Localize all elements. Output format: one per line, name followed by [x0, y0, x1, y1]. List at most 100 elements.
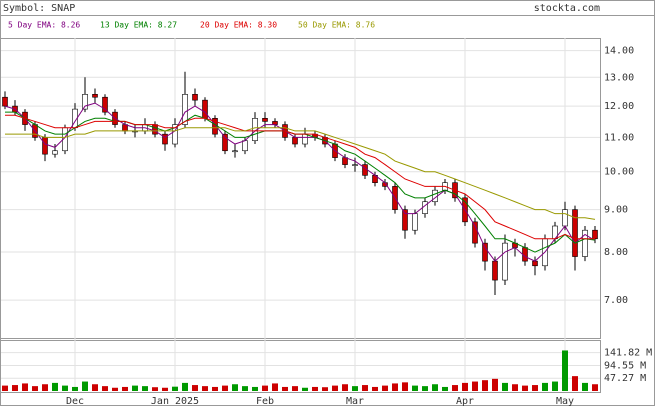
- volume-tick-label: 47.27 M: [604, 373, 646, 384]
- volume-bar: [42, 384, 48, 391]
- legend-entry: 13 Day EMA: 8.27: [100, 21, 177, 30]
- volume-bar: [32, 386, 38, 391]
- volume-frame: [0, 340, 601, 393]
- candle-body: [42, 137, 48, 155]
- volume-bar: [62, 385, 68, 391]
- volume-bar: [102, 386, 108, 391]
- x-tick-label: Apr: [456, 396, 474, 406]
- price-frame: [0, 38, 601, 339]
- legend-entry: 5 Day EMA: 8.26: [8, 21, 80, 30]
- volume-bar: [452, 385, 458, 391]
- y-tick-label: 10.00: [604, 167, 634, 178]
- volume-bar: [542, 382, 548, 391]
- volume-bar: [292, 386, 298, 391]
- candle-body: [232, 150, 238, 153]
- candle-body: [302, 133, 308, 145]
- candle-body: [352, 164, 358, 166]
- y-tick-label: 11.00: [604, 132, 634, 143]
- volume-bar: [52, 382, 58, 391]
- y-tick-label: 9.00: [604, 205, 628, 216]
- volume-bar: [532, 385, 538, 391]
- volume-bar: [82, 381, 88, 391]
- candle-body: [262, 118, 268, 122]
- candle-body: [492, 260, 498, 281]
- volume-bar: [302, 387, 308, 391]
- volume-bar: [132, 385, 138, 391]
- volume-bar: [492, 378, 498, 391]
- ema-line: [5, 127, 596, 220]
- volume-bar: [202, 386, 208, 391]
- y-tick-label: 13.00: [604, 72, 634, 83]
- volume-bar: [142, 386, 148, 391]
- volume-bar: [412, 385, 418, 391]
- volume-bar: [272, 383, 278, 391]
- y-tick-label: 8.00: [604, 247, 628, 258]
- candle-body: [412, 213, 418, 231]
- y-tick-label: 14.00: [604, 46, 634, 57]
- volume-bar: [212, 386, 218, 391]
- volume-bar: [242, 386, 248, 391]
- candle-body: [92, 94, 98, 98]
- volume-bar: [332, 385, 338, 391]
- volume-bar: [112, 387, 118, 391]
- volume-bar: [162, 387, 168, 391]
- volume-bar: [552, 381, 558, 391]
- volume-bar: [362, 385, 368, 391]
- candle-body: [472, 221, 478, 244]
- ema-line: [5, 114, 595, 240]
- y-tick-label: 12.00: [604, 101, 634, 112]
- volume-bar: [502, 382, 508, 391]
- candle-body: [532, 260, 538, 267]
- candle-body: [2, 96, 8, 107]
- volume-bar: [462, 382, 468, 391]
- volume-bar: [472, 381, 478, 391]
- x-tick-label: Dec: [66, 396, 84, 406]
- x-tick-label: Feb: [256, 396, 274, 406]
- candle-body: [292, 137, 298, 145]
- volume-bar: [432, 384, 438, 391]
- candle-body: [222, 133, 228, 152]
- volume-bar: [2, 385, 8, 391]
- candle-body: [82, 94, 88, 110]
- y-tick-label: 7.00: [604, 295, 628, 306]
- source: stockta.com: [534, 3, 600, 14]
- candle-body: [502, 242, 508, 281]
- candle-body: [172, 124, 178, 145]
- volume-bar: [222, 385, 228, 391]
- candle-body: [242, 140, 248, 152]
- ema-line: [4, 102, 596, 262]
- symbol-title: Symbol: SNAP: [3, 3, 75, 14]
- volume-bar: [152, 387, 158, 391]
- volume-bar: [372, 386, 378, 391]
- candle-body: [402, 209, 408, 231]
- volume-bar: [392, 383, 398, 391]
- candle-body: [582, 229, 588, 257]
- volume-bar: [562, 350, 568, 391]
- candle-body: [572, 209, 578, 257]
- volume-bar: [252, 386, 258, 391]
- volume-bar: [22, 383, 28, 391]
- candle-body: [202, 99, 208, 119]
- volume-bar: [442, 386, 448, 391]
- volume-bar: [262, 385, 268, 391]
- volume-bar: [192, 385, 198, 391]
- volume-bar: [232, 384, 238, 391]
- candle-body: [102, 96, 108, 113]
- candle-body: [162, 133, 168, 145]
- volume-bar: [522, 385, 528, 391]
- x-tick-label: Jan 2025: [151, 396, 199, 406]
- volume-bar: [322, 387, 328, 391]
- volume-bar: [592, 384, 598, 391]
- candle-body: [192, 94, 198, 101]
- candle-body: [182, 94, 188, 125]
- x-tick-label: Mar: [346, 396, 364, 406]
- volume-bar: [402, 382, 408, 391]
- volume-bar: [92, 384, 98, 391]
- volume-bar: [12, 385, 18, 391]
- candle-body: [482, 242, 488, 262]
- volume-bar: [182, 382, 188, 391]
- volume-bar: [512, 384, 518, 391]
- volume-bar: [342, 384, 348, 391]
